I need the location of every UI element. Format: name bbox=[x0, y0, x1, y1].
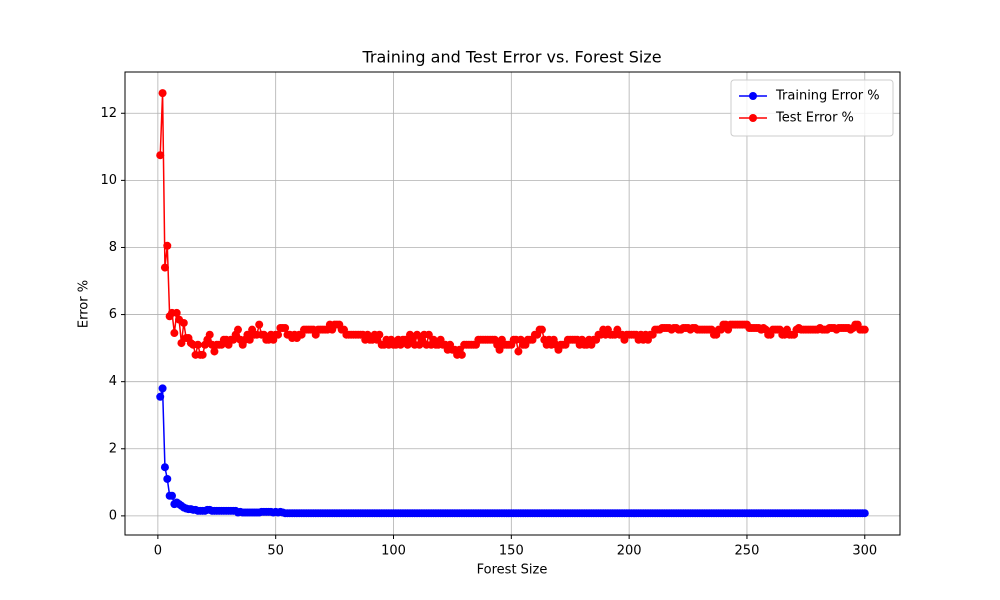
x-tick-label: 0 bbox=[154, 544, 162, 559]
marker bbox=[255, 320, 264, 329]
marker bbox=[245, 335, 254, 344]
marker bbox=[193, 340, 202, 349]
marker bbox=[860, 509, 869, 518]
x-tick-label: 250 bbox=[735, 544, 760, 559]
y-tick-label: 6 bbox=[109, 307, 117, 322]
marker bbox=[281, 323, 290, 332]
marker bbox=[205, 330, 214, 339]
marker bbox=[375, 330, 384, 339]
legend-box bbox=[730, 79, 894, 137]
marker bbox=[424, 330, 433, 339]
legend: Training Error % Test Error % bbox=[730, 79, 894, 137]
axes-frame bbox=[124, 71, 901, 536]
marker bbox=[172, 308, 181, 317]
marker bbox=[163, 241, 172, 250]
marker bbox=[198, 350, 207, 359]
y-tick-label: 0 bbox=[109, 508, 117, 523]
y-axis-label: Error % bbox=[77, 280, 92, 328]
y-tick-label: 2 bbox=[109, 441, 117, 456]
y-tick-label: 8 bbox=[109, 240, 117, 255]
marker bbox=[233, 325, 242, 334]
x-tick-label: 50 bbox=[267, 544, 284, 559]
legend-marker bbox=[749, 114, 757, 122]
y-tick-label: 12 bbox=[100, 106, 117, 121]
marker bbox=[537, 325, 546, 334]
marker bbox=[495, 345, 504, 354]
marker bbox=[514, 347, 523, 356]
marker bbox=[177, 339, 186, 348]
y-tick-label: 10 bbox=[100, 173, 117, 188]
marker bbox=[160, 463, 169, 472]
marker bbox=[413, 330, 422, 339]
marker bbox=[210, 347, 219, 356]
marker bbox=[163, 474, 172, 483]
marker bbox=[158, 384, 167, 393]
x-tick-label: 200 bbox=[617, 544, 642, 559]
legend-marker bbox=[749, 92, 757, 100]
marker bbox=[156, 151, 165, 160]
x-tick-label: 150 bbox=[499, 544, 524, 559]
marker bbox=[158, 89, 167, 98]
marker bbox=[274, 330, 283, 339]
marker bbox=[156, 392, 165, 401]
legend-label: Test Error % bbox=[775, 111, 854, 126]
x-tick-label: 100 bbox=[381, 544, 406, 559]
marker bbox=[160, 263, 169, 272]
marker bbox=[403, 340, 412, 349]
chart-title: Training and Test Error vs. Forest Size bbox=[361, 48, 661, 67]
legend-label: Training Error % bbox=[775, 89, 880, 104]
marker bbox=[179, 318, 188, 327]
marker bbox=[170, 329, 179, 338]
marker bbox=[457, 350, 466, 359]
y-tick-label: 4 bbox=[109, 374, 117, 389]
x-tick-label: 300 bbox=[852, 544, 877, 559]
marker bbox=[168, 491, 177, 500]
marker bbox=[860, 325, 869, 334]
x-axis-label: Forest Size bbox=[477, 563, 548, 578]
